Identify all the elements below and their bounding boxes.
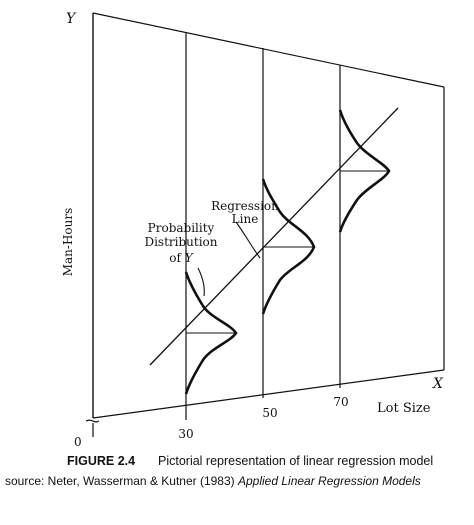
distribution-30 (184, 271, 238, 395)
plane-top-edge (92, 12, 445, 88)
origin-label: 0 (74, 435, 82, 449)
figure-number: FIGURE 2.4 (67, 454, 135, 468)
x-axis-line (92, 369, 445, 419)
y-axis-letter: Y (66, 11, 77, 27)
distribution-label-var: Y (185, 251, 194, 265)
x-tick-label-30: 30 (178, 427, 193, 441)
distribution-label-prefix: of (169, 251, 184, 265)
y-axis-label: Man-Hours (61, 208, 75, 277)
distribution-label-pointer (197, 267, 205, 297)
figure-source: source: Neter, Wasserman & Kutner (1983)… (5, 474, 421, 488)
x-level-lines (185, 32, 341, 420)
back-plane (85, 12, 445, 437)
distribution-30-curve (184, 271, 238, 395)
distribution-label-line3: of Y (169, 251, 193, 265)
figure-title: Pictorial representation of linear regre… (158, 454, 433, 468)
regression-label-pointer (235, 221, 261, 259)
distribution-50-curve (261, 178, 316, 315)
source-title: Applied Linear Regression Models (237, 474, 421, 488)
distribution-label-line1: Probability (148, 221, 215, 235)
x-axis-label: Lot Size (377, 401, 431, 416)
distribution-70-curve (338, 109, 391, 233)
regression-label-line2: Line (232, 212, 259, 226)
x-axis-letter: X (432, 376, 444, 392)
x-tick-label-70: 70 (333, 395, 348, 409)
source-prefix: source: Neter, Wasserman & Kutner (1983) (5, 474, 238, 488)
regression-label-line1: Regression (211, 199, 279, 213)
axis-break-mark (85, 419, 100, 423)
distribution-70 (338, 109, 391, 233)
x-tick-label-50: 50 (262, 406, 277, 420)
distribution-50 (261, 178, 316, 315)
distribution-label-line2: Distribution (144, 235, 217, 249)
regression-line (149, 107, 399, 366)
